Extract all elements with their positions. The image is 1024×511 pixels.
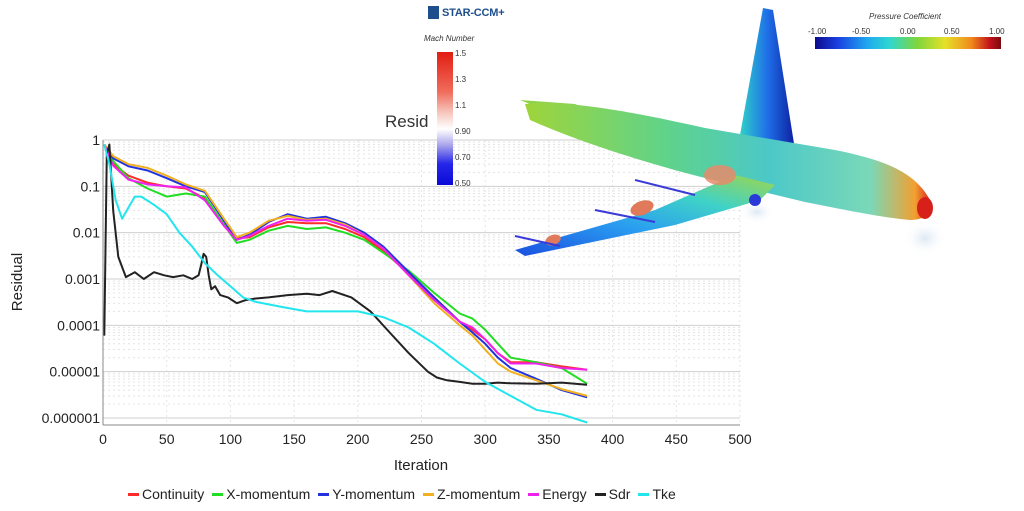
legend-swatch	[638, 492, 650, 496]
pressure-colorbar-title: Pressure Coefficient	[869, 12, 942, 21]
mach-tick: 0.50	[455, 179, 471, 188]
flow-streak	[634, 179, 696, 196]
pressure-tick: 0.00	[900, 27, 916, 36]
pressure-tick: -1.00	[808, 27, 827, 36]
pressure-tick: 1.00	[989, 27, 1005, 36]
aircraft-pressure-render	[514, 8, 947, 256]
x-tick-label: 450	[665, 431, 689, 447]
legend-swatch	[128, 492, 139, 496]
legend-item-z-momentum: Z-momentum	[423, 486, 520, 502]
x-tick-label: 300	[474, 431, 498, 447]
series-line-y-momentum	[103, 143, 588, 399]
mach-colorbar-title: Mach Number	[424, 34, 475, 43]
flow-streak	[594, 209, 656, 223]
fuselage	[525, 103, 932, 220]
y-tick-label: 0.01	[73, 225, 100, 241]
mach-tick: 1.3	[455, 75, 467, 84]
wing-root-hotspot	[704, 165, 736, 185]
legend-label: X-momentum	[226, 486, 311, 502]
legend-item-tke: Tke	[638, 486, 676, 502]
nose-stagnation	[917, 197, 933, 219]
legend-label: Z-momentum	[437, 486, 521, 502]
legend-item-y-momentum: Y-momentum	[318, 486, 415, 502]
y-tick-label: 0.001	[65, 271, 100, 287]
x-axis-label: Iteration	[394, 457, 448, 474]
x-tick-label: 100	[219, 431, 243, 447]
x-tick-label: 350	[537, 431, 561, 447]
x-tick-label: 250	[410, 431, 434, 447]
engine-nacelle-inner	[630, 200, 654, 216]
legend-label: Tke	[652, 486, 676, 502]
legend-item-energy: Energy	[528, 486, 587, 502]
engine-inlet	[749, 194, 761, 206]
mach-tick: 1.1	[455, 101, 467, 110]
x-axis-ticks: 0 50 100 150 200 250 300 350 400 450 500	[99, 431, 752, 447]
series-line-z-momentum	[103, 143, 588, 397]
series-line-sdr	[103, 143, 588, 386]
y-tick-label: 0.0001	[57, 317, 100, 333]
chart-title: Resid	[385, 112, 429, 131]
legend-swatch	[528, 492, 540, 496]
series-line-x-momentum	[103, 144, 588, 385]
engine-wake-glow	[739, 200, 775, 224]
pressure-tick: 0.50	[944, 27, 960, 36]
legend-swatch	[212, 492, 224, 496]
x-tick-label: 50	[159, 431, 175, 447]
series-layer	[103, 143, 588, 424]
y-tick-label: 0.1	[81, 178, 101, 194]
pressure-tick: -0.50	[852, 27, 871, 36]
legend-swatch	[423, 492, 435, 496]
x-tick-label: 400	[601, 431, 625, 447]
nose-wake-glow	[903, 220, 947, 256]
legend-label: Continuity	[142, 486, 205, 502]
x-tick-label: 0	[99, 431, 107, 447]
y-tick-label: 0.000001	[42, 410, 101, 426]
mach-tick: 1.5	[455, 49, 467, 58]
mach-colorbar	[437, 52, 453, 185]
pressure-colorbar	[815, 37, 1001, 49]
x-tick-label: 500	[728, 431, 752, 447]
legend-swatch	[318, 492, 330, 496]
y-axis-ticks: 1 0.1 0.01 0.001 0.0001 0.00001 0.000001	[42, 132, 101, 426]
vertical-tail-fin	[740, 8, 795, 150]
legend-item-x-momentum: X-momentum	[212, 486, 310, 502]
series-line-energy	[103, 144, 588, 371]
legend-label: Sdr	[608, 486, 631, 502]
legend-label: Y-momentum	[332, 486, 416, 502]
legend-label: Energy	[542, 486, 587, 502]
y-tick-label: 1	[92, 132, 100, 148]
residual-chart: 0 50 100 150 200 250 300 350 400 450 500 1 0.1 0.01 0…	[9, 132, 752, 474]
y-axis-label: Residual	[9, 253, 26, 311]
x-tick-label: 150	[282, 431, 306, 447]
mach-tick: 0.70	[455, 153, 471, 162]
logo-text: STAR-CCM+	[442, 6, 505, 19]
flow-streak	[514, 235, 561, 247]
main-wing	[515, 175, 775, 256]
series-line-tke	[103, 144, 588, 424]
star-ccm-logo: STAR-CCM+	[428, 6, 505, 19]
chart-legend: Continuity X-momentum Y-momentum Z-momentum…	[128, 486, 676, 502]
y-tick-label: 0.00001	[49, 364, 100, 380]
x-tick-label: 200	[346, 431, 370, 447]
legend-item-sdr: Sdr	[594, 486, 631, 502]
legend-item-continuity: Continuity	[128, 486, 204, 502]
legend-swatch	[594, 492, 606, 496]
logo-icon	[428, 6, 439, 19]
mach-tick: 0.90	[455, 127, 471, 136]
